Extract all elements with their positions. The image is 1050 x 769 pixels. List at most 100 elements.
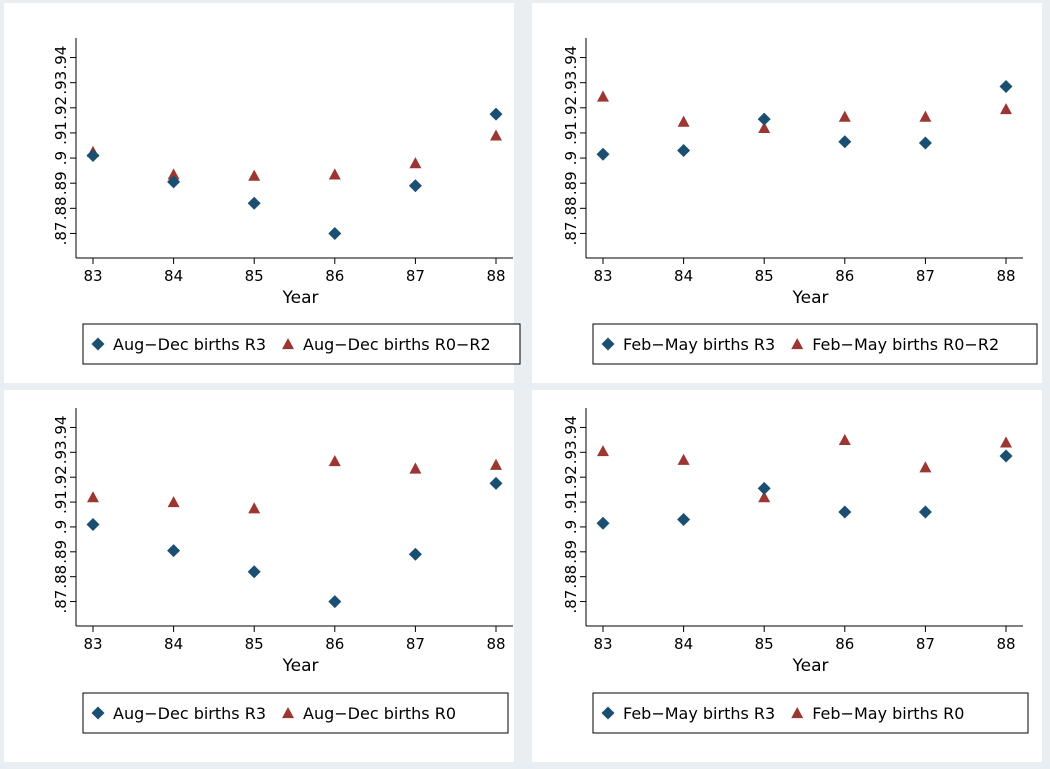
- diamond-point: [596, 147, 610, 161]
- diamond-point: [86, 517, 100, 531]
- triangle-point: [758, 121, 771, 134]
- y-tick-label: .92: [52, 465, 70, 489]
- x-tick-label: 88: [996, 267, 1015, 285]
- diamond-point: [86, 149, 100, 163]
- y-tick-label: .89: [52, 540, 70, 564]
- diamond-point: [918, 505, 932, 519]
- y-tick-label: .94: [52, 46, 70, 70]
- y-tick-label: .93: [562, 71, 580, 95]
- x-tick-label: 83: [593, 635, 612, 653]
- y-tick-label: .93: [52, 71, 70, 95]
- triangle-point: [87, 491, 99, 503]
- x-tick-label: 86: [835, 635, 854, 653]
- triangle-point: [677, 115, 690, 127]
- diamond-point: [167, 175, 181, 189]
- legend-diamond-marker: [91, 337, 105, 351]
- y-tick-label: .88: [52, 565, 70, 589]
- diamond-point: [677, 144, 691, 158]
- x-axis-title: Year: [792, 288, 829, 308]
- legend-box: [82, 692, 509, 734]
- x-tick-label: 87: [406, 267, 425, 285]
- diamond-point: [918, 136, 932, 150]
- y-tick-label: .87: [562, 590, 580, 614]
- triangle-point: [248, 169, 261, 181]
- y-tick-label: .9: [52, 151, 70, 165]
- x-tick-label: 87: [916, 635, 935, 653]
- y-tick-label: .91: [562, 490, 580, 514]
- y-tick-label: .89: [562, 171, 580, 195]
- y-tick-label: .9: [52, 520, 70, 534]
- x-tick-label: 84: [674, 635, 693, 653]
- triangle-point: [838, 110, 851, 122]
- diamond-point: [408, 547, 422, 561]
- legend: Aug−Dec births R3 Aug−Dec births R0: [82, 692, 509, 734]
- legend-triangle-marker: [791, 707, 804, 719]
- triangle-point: [919, 110, 932, 122]
- legend-triangle-marker: [282, 707, 295, 719]
- chart-panel-1: .87 .88.89 .9 .91.92.93.94 83 84 85 86 87 88 Year A…: [4, 3, 521, 383]
- y-tick-label: .93: [52, 440, 70, 464]
- diamond-point: [489, 476, 503, 490]
- y-tick-label: .94: [562, 416, 580, 440]
- x-tick-label: 84: [164, 267, 183, 285]
- x-tick-label: 87: [916, 267, 935, 285]
- diamond-point: [596, 516, 610, 530]
- triangle-point: [677, 453, 690, 465]
- x-axis-title: Year: [282, 288, 319, 308]
- legend-label: Feb−May births R3: [623, 335, 775, 354]
- x-tick-label: 83: [83, 267, 102, 285]
- x-tick-label: 86: [835, 267, 854, 285]
- x-tick-label: 85: [755, 635, 774, 653]
- y-tick-label: .92: [562, 465, 580, 489]
- legend-label: Aug−Dec births R0−R2: [303, 335, 491, 354]
- legend-label: Feb−May births R3: [623, 704, 775, 723]
- legend-diamond-marker: [601, 706, 615, 720]
- legend: Feb−May births R3 Feb−May births R0: [592, 692, 1029, 734]
- legend: Feb−May births R3 Feb−May births R0−R2: [592, 323, 1038, 365]
- legend-diamond-marker: [91, 706, 105, 720]
- legend-label: Feb−May births R0−R2: [812, 335, 999, 354]
- diamond-point: [247, 565, 261, 579]
- triangle-point: [597, 90, 609, 102]
- triangle-point: [919, 461, 932, 473]
- y-tick-label: .88: [52, 196, 70, 220]
- legend-triangle-marker: [282, 338, 295, 350]
- chart-panel-4: .87.88.89 .9 .91.92.93.94 83 84 85 86 87 88 Year F…: [532, 390, 1042, 762]
- diamond-point: [167, 544, 181, 558]
- legend-triangle-marker: [791, 338, 804, 350]
- y-tick-label: .92: [52, 96, 70, 120]
- y-tick-label: .92: [562, 96, 580, 120]
- x-tick-label: 83: [83, 635, 102, 653]
- triangle-point: [167, 496, 180, 508]
- x-tick-label: 85: [755, 267, 774, 285]
- x-axis-title: Year: [792, 656, 829, 676]
- chart-panel-2: .87 .88.89 .9 .91.92.93.94 83 84 85 86 87 88 Year F…: [532, 3, 1042, 383]
- y-tick-label: .88: [562, 196, 580, 220]
- diamond-point: [838, 135, 852, 149]
- diamond-point: [328, 226, 342, 240]
- legend-box: [592, 692, 1029, 734]
- triangle-point: [597, 445, 609, 457]
- triangle-point: [1000, 103, 1012, 115]
- legend-box: [82, 323, 521, 365]
- diamond-point: [838, 505, 852, 519]
- x-tick-label: 85: [245, 267, 264, 285]
- triangle-point: [758, 491, 771, 503]
- triangle-point: [1000, 436, 1012, 448]
- diamond-point: [677, 512, 691, 526]
- y-tick-label: .93: [562, 440, 580, 464]
- y-tick-label: .91: [52, 490, 70, 514]
- y-tick-label: .88: [562, 565, 580, 589]
- y-tick-label: .89: [52, 171, 70, 195]
- triangle-point: [328, 455, 341, 467]
- x-tick-label: 86: [325, 267, 344, 285]
- y-tick-label: .87: [562, 222, 580, 246]
- triangle-point: [167, 168, 180, 180]
- y-tick-label: .94: [52, 416, 70, 440]
- legend: Aug−Dec births R3 Aug−Dec births R0−R2: [82, 323, 521, 365]
- diamond-point: [757, 481, 771, 495]
- diamond-point: [408, 179, 422, 193]
- y-tick-label: .9: [562, 151, 580, 165]
- triangle-point: [490, 458, 502, 470]
